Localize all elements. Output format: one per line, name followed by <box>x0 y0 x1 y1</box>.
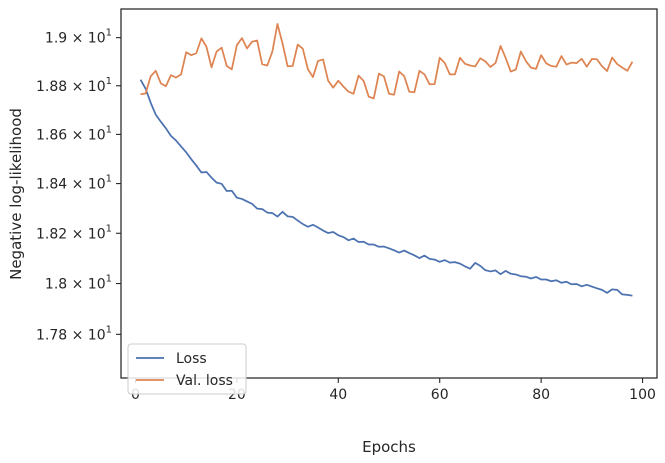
x-axis-title: Epochs <box>362 438 416 456</box>
x-tick-label: 80 <box>532 387 550 403</box>
legend-box <box>127 343 247 395</box>
plot-frame <box>120 8 658 379</box>
legend: Loss Val. loss <box>127 343 247 395</box>
y-tick-label: 1.78 × 101 <box>36 324 112 343</box>
y-tick-label: 1.8 × 101 <box>45 274 112 293</box>
x-tick-label: 40 <box>329 387 347 403</box>
y-tick-label: 1.82 × 101 <box>36 223 112 242</box>
series-line-loss <box>139 79 633 297</box>
y-axis: 1.78 × 101 1.8 × 101 1.82 × 101 1.84 × 101 1… <box>36 28 121 343</box>
x-tick-label: 0 <box>131 387 140 403</box>
x-axis: 0 20 40 60 80 100 <box>131 378 656 403</box>
legend-label-val-loss: Val. loss <box>176 373 233 389</box>
x-tick-label: 60 <box>431 387 449 403</box>
plot-area <box>139 23 634 297</box>
y-tick-label: 1.84 × 101 <box>36 174 112 193</box>
y-tick-label: 1.86 × 101 <box>36 124 112 143</box>
legend-label-loss: Loss <box>176 351 207 367</box>
y-axis-title: Negative log-likelihood <box>7 108 25 280</box>
y-tick-label: 1.88 × 101 <box>36 76 112 95</box>
x-tick-label: 100 <box>629 387 656 403</box>
series-line-val-loss <box>140 23 634 100</box>
y-tick-label: 1.9 × 101 <box>45 28 112 47</box>
